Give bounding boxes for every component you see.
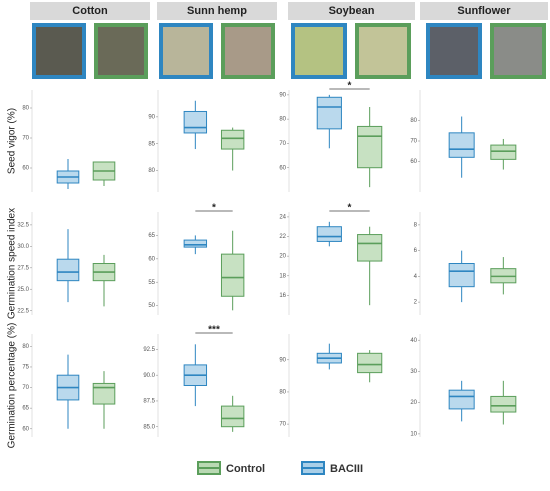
- y-tick-label: 70: [22, 136, 29, 142]
- box: [92, 382, 116, 405]
- y-tick-label: 6: [414, 248, 418, 254]
- y-tick-label: 70: [22, 385, 29, 391]
- column-header-bg: [288, 2, 415, 20]
- y-tick-label: 30.0: [17, 244, 29, 250]
- y-tick-label: 40: [410, 338, 417, 344]
- y-tick-label: 80: [279, 117, 286, 123]
- photos: [32, 23, 546, 79]
- column-header: Soybean: [329, 5, 375, 17]
- y-tick-label: 24: [279, 214, 286, 220]
- y-tick-label: 90: [279, 357, 286, 363]
- box: [316, 96, 342, 130]
- row-label: Seed vigor (%): [7, 108, 18, 174]
- y-tick-label: 80: [410, 118, 417, 124]
- y-tick-label: 55: [148, 280, 155, 286]
- y-tick-label: 4: [414, 274, 418, 280]
- y-tick-label: 80: [279, 390, 286, 396]
- significance-label: ***: [208, 325, 220, 336]
- significance-label: *: [348, 81, 352, 92]
- y-tick-label: 60: [22, 166, 29, 172]
- box: [56, 258, 80, 282]
- y-tick-label: 85: [148, 141, 155, 147]
- y-tick-label: 60: [279, 165, 286, 171]
- column-header: Sunn hemp: [187, 5, 247, 17]
- y-tick-label: 60: [410, 159, 417, 165]
- photo: [355, 23, 411, 79]
- column-header: Cotton: [72, 5, 108, 17]
- y-tick-label: 50: [148, 303, 155, 309]
- column-header: Sunflower: [457, 5, 511, 17]
- box: [448, 389, 475, 410]
- y-tick-label: 65: [22, 406, 29, 412]
- y-tick-label: 32.5: [17, 222, 29, 228]
- y-tick-label: 65: [148, 233, 155, 239]
- y-tick-label: 30: [410, 369, 417, 375]
- y-tick-label: 27.5: [17, 265, 29, 271]
- box: [357, 352, 383, 374]
- box: [490, 395, 517, 413]
- y-tick-label: 60: [22, 426, 29, 432]
- y-tick-label: 92.5: [143, 347, 155, 353]
- y-tick-label: 90.0: [143, 373, 155, 379]
- box: [316, 226, 342, 242]
- y-tick-label: 20: [279, 254, 286, 260]
- y-tick-label: 80: [22, 344, 29, 350]
- y-tick-label: 16: [279, 293, 286, 299]
- box: [220, 253, 245, 297]
- y-tick-label: 22: [279, 234, 286, 240]
- y-tick-label: 70: [279, 422, 286, 428]
- photo: [490, 23, 546, 79]
- photo: [32, 23, 86, 79]
- photo: [426, 23, 482, 79]
- y-tick-label: 22.5: [17, 308, 29, 314]
- y-tick-label: 2: [414, 300, 418, 306]
- y-tick-label: 18: [279, 273, 286, 279]
- photo: [221, 23, 275, 79]
- box: [220, 129, 245, 150]
- y-tick-label: 70: [410, 139, 417, 145]
- photo: [291, 23, 347, 79]
- significance-label: *: [348, 203, 352, 214]
- y-tick-label: 10: [410, 431, 417, 437]
- y-tick-label: 25.0: [17, 287, 29, 293]
- y-tick-label: 85.0: [143, 424, 155, 430]
- column-header-bg: [420, 2, 548, 20]
- box: [220, 405, 245, 428]
- y-tick-label: 90: [279, 92, 286, 98]
- box: [357, 125, 383, 169]
- significance-label: *: [212, 203, 216, 214]
- y-tick-label: 8: [414, 222, 418, 228]
- column-header-bg: [30, 2, 150, 20]
- row-label: Germination percentage (%): [7, 323, 18, 449]
- y-tick-label: 60: [148, 256, 155, 262]
- box: [448, 132, 475, 158]
- y-tick-label: 80: [22, 106, 29, 112]
- legend-label: BACIII: [330, 463, 363, 475]
- photo: [94, 23, 148, 79]
- y-tick-label: 75: [22, 365, 29, 371]
- y-tick-label: 70: [279, 141, 286, 147]
- box: [490, 144, 517, 160]
- column-header-bg: [157, 2, 277, 20]
- box: [183, 239, 208, 248]
- y-tick-label: 20: [410, 400, 417, 406]
- box: [357, 234, 383, 262]
- y-tick-label: 87.5: [143, 399, 155, 405]
- row-label: Germination speed index: [7, 208, 18, 319]
- box: [183, 110, 208, 134]
- y-tick-label: 80: [148, 168, 155, 174]
- y-tick-label: 90: [148, 114, 155, 120]
- legend-label: Control: [226, 463, 265, 475]
- box: [448, 263, 475, 288]
- photo: [159, 23, 213, 79]
